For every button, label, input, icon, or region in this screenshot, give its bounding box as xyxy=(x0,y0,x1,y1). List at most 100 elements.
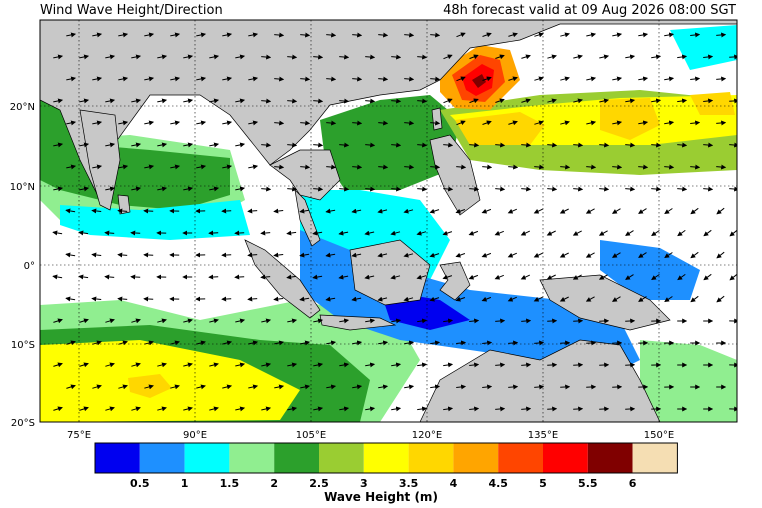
direction-arrow xyxy=(196,164,207,170)
direction-arrow xyxy=(52,230,63,236)
typhoon-eye xyxy=(472,74,486,88)
direction-arrow xyxy=(209,318,219,324)
direction-arrow xyxy=(390,230,401,236)
direction-arrow xyxy=(716,164,727,170)
direction-arrow xyxy=(429,296,440,302)
direction-arrow xyxy=(144,120,155,126)
direction-arrow xyxy=(53,362,63,368)
direction-arrow xyxy=(599,54,610,60)
direction-arrow xyxy=(300,164,311,170)
direction-arrow xyxy=(105,98,116,104)
direction-arrow xyxy=(468,230,479,236)
direction-arrow xyxy=(312,274,323,280)
borneo xyxy=(349,239,431,306)
direction-arrow xyxy=(222,384,233,390)
direction-arrow xyxy=(534,164,545,170)
colorbar-tick-label: 0.5 xyxy=(130,477,150,490)
direction-arrow xyxy=(404,120,415,126)
direction-arrow xyxy=(299,208,310,214)
direction-arrow xyxy=(534,384,545,390)
lon-tick: 150°E xyxy=(644,430,674,441)
direction-arrow xyxy=(105,54,116,60)
lat-tick: 20°N xyxy=(10,102,35,113)
direction-arrow xyxy=(573,362,584,368)
coral-sea-green xyxy=(640,340,737,422)
wave-direction-arrows xyxy=(52,32,737,412)
direction-arrow xyxy=(260,230,271,236)
direction-arrow xyxy=(157,406,167,412)
direction-arrow xyxy=(443,142,454,148)
direction-arrow xyxy=(312,230,323,236)
direction-arrow xyxy=(144,32,155,38)
map-frame xyxy=(39,19,738,423)
direction-arrow xyxy=(131,362,141,368)
direction-arrow xyxy=(625,142,636,148)
direction-arrow xyxy=(612,32,623,38)
direction-arrow xyxy=(209,362,219,368)
direction-arrow xyxy=(378,32,389,38)
direction-arrow xyxy=(508,340,519,346)
direction-arrow xyxy=(716,295,725,303)
direction-arrow xyxy=(547,318,558,324)
direction-arrow xyxy=(235,54,246,60)
direction-arrow xyxy=(391,54,402,60)
colorbar-tick-label: 3 xyxy=(360,477,368,490)
direction-arrow xyxy=(585,296,595,302)
direction-arrow xyxy=(339,186,350,192)
direction-arrow xyxy=(287,142,298,148)
direction-arrow xyxy=(235,98,246,104)
direction-arrow xyxy=(248,384,259,390)
direction-arrow xyxy=(677,98,688,104)
direction-arrow xyxy=(118,340,128,346)
direction-arrow xyxy=(520,274,531,280)
direction-arrow xyxy=(586,76,597,82)
direction-arrow xyxy=(235,318,246,324)
direction-arrow xyxy=(716,76,727,82)
lat-tick: 0° xyxy=(24,261,35,272)
direction-arrow xyxy=(92,76,103,82)
direction-arrow xyxy=(521,142,532,148)
direction-arrow xyxy=(131,406,141,412)
direction-arrow xyxy=(53,186,64,192)
direction-arrow xyxy=(313,406,324,412)
direction-arrow xyxy=(287,186,298,192)
direction-arrow xyxy=(377,296,388,302)
direction-arrow xyxy=(234,274,245,280)
colorbar-frame xyxy=(94,442,678,474)
direction-arrow xyxy=(547,142,558,148)
direction-arrow xyxy=(690,207,699,215)
direction-arrow xyxy=(247,208,258,214)
direction-arrow xyxy=(481,252,492,258)
direction-arrow xyxy=(222,32,233,38)
direction-arrow xyxy=(729,273,737,281)
colorbar-swatch xyxy=(498,443,543,473)
direction-arrow xyxy=(677,142,688,148)
direction-arrow xyxy=(495,142,506,148)
colorbar-tick-label: 4 xyxy=(450,477,458,490)
direction-arrow xyxy=(235,406,246,412)
direction-arrow xyxy=(274,164,285,170)
direction-arrow xyxy=(417,54,428,60)
direction-arrow xyxy=(377,208,388,214)
colorbar-swatch xyxy=(184,443,230,473)
direction-arrow xyxy=(443,186,454,192)
direction-arrow xyxy=(351,296,362,302)
direction-arrow xyxy=(443,98,453,104)
colorbar-swatch xyxy=(319,443,364,473)
direction-arrow xyxy=(664,32,675,38)
direction-arrow xyxy=(585,208,595,214)
direction-arrow xyxy=(403,252,414,258)
colorbar-tick-label: 5 xyxy=(539,477,547,490)
colorbar-swatch xyxy=(139,443,185,473)
direction-arrow xyxy=(365,186,376,192)
direction-arrow xyxy=(469,362,480,368)
lat-axis: 20°N 10°N 0° 10°S 20°S xyxy=(10,102,35,429)
direction-arrow xyxy=(157,186,168,192)
direction-arrow xyxy=(105,362,115,368)
direction-arrow xyxy=(170,384,180,390)
direction-arrow xyxy=(183,362,193,368)
direction-arrow xyxy=(92,340,102,346)
direction-arrow xyxy=(403,296,414,302)
direction-arrow xyxy=(533,296,544,302)
